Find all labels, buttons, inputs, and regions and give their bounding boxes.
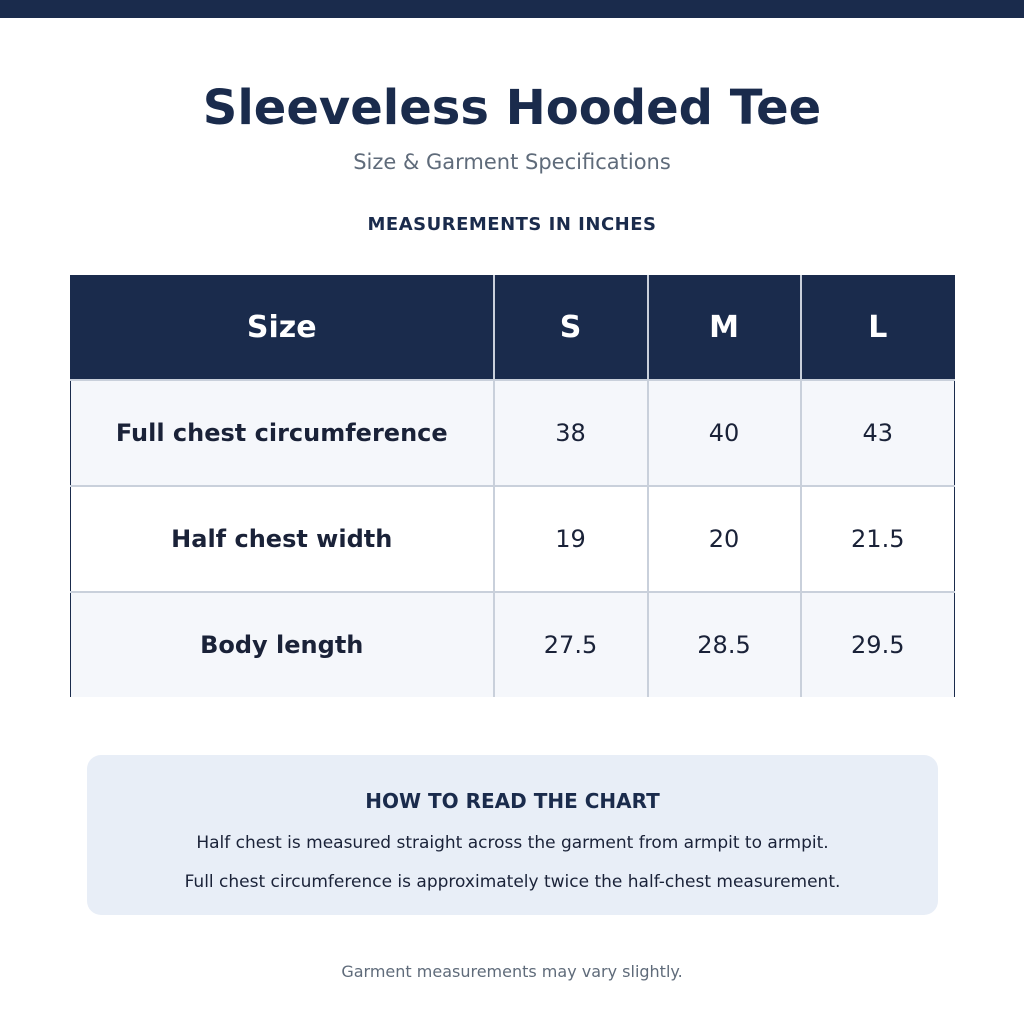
- footer: Garment measurements may vary slightly.: [341, 962, 683, 981]
- row-label: Full chest circumference: [70, 379, 495, 487]
- note-line: Full chest circumference is approximatel…: [184, 872, 841, 892]
- table-row: Body length 27.5 28.5 29.5: [70, 591, 955, 697]
- column-header: M: [646, 275, 802, 381]
- note-box: HOW TO READ THE CHART Half chest is meas…: [87, 755, 938, 915]
- cell: 20: [646, 485, 802, 593]
- table-row: Full chest circumference 38 40 43: [70, 379, 955, 487]
- note-line: Half chest is measured straight across t…: [196, 833, 829, 853]
- cell: 27.5: [492, 591, 649, 697]
- header-row: Size S M L: [70, 275, 955, 381]
- column-header: S: [492, 275, 649, 381]
- title: Sleeveless Hooded Tee: [202, 80, 822, 136]
- cell: 38: [492, 379, 649, 487]
- subtitle: Size & Garment Specifications: [353, 150, 671, 174]
- units-label: MEASUREMENTS IN INCHES: [367, 214, 657, 235]
- row-label: Half chest width: [70, 485, 495, 593]
- table-row: Half chest width 19 20 21.5: [70, 485, 955, 593]
- cell: 28.5: [646, 591, 802, 697]
- cell: 19: [492, 485, 649, 593]
- column-header: L: [799, 275, 955, 381]
- size-table: Size S M L Full chest circumference 38 40 43 Hal…: [70, 275, 955, 697]
- note-title: HOW TO READ THE CHART: [365, 789, 660, 813]
- cell: 21.5: [799, 485, 955, 593]
- cell: 40: [646, 379, 802, 487]
- cell: 43: [799, 379, 955, 487]
- row-label: Body length: [70, 591, 495, 697]
- top-bar: [0, 0, 1024, 18]
- cell: 29.5: [799, 591, 955, 697]
- column-header: Size: [70, 275, 495, 381]
